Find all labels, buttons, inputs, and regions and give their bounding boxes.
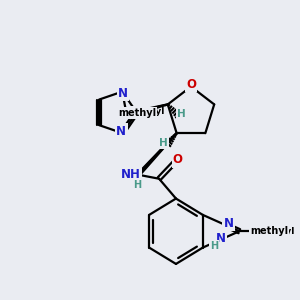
Text: methyl: methyl (250, 226, 289, 236)
Text: H: H (159, 138, 168, 148)
Text: H: H (177, 109, 185, 119)
Text: N: N (224, 217, 233, 230)
Text: methyl: methyl (129, 107, 164, 116)
Text: N: N (118, 87, 128, 100)
Polygon shape (137, 133, 177, 176)
Text: N: N (116, 124, 126, 138)
Polygon shape (136, 104, 168, 114)
Text: O: O (186, 78, 196, 91)
Text: H: H (134, 180, 142, 190)
Text: N: N (216, 232, 226, 245)
Text: H: H (210, 241, 218, 251)
Text: NH: NH (121, 168, 141, 181)
Text: methyl: methyl (118, 108, 156, 118)
Text: methyl: methyl (259, 227, 294, 236)
Text: O: O (173, 153, 183, 167)
